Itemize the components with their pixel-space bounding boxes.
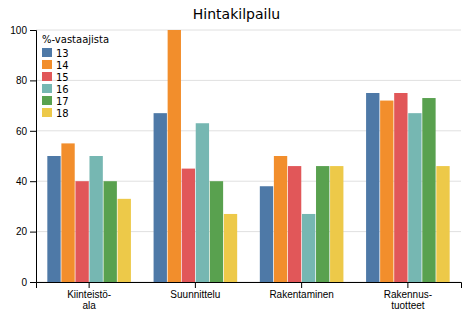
bar (330, 166, 343, 282)
y-tick-label: 60 (16, 126, 28, 137)
bar (394, 93, 407, 282)
x-tick-mark (407, 282, 408, 288)
x-tick: Kiinteistö-ala (67, 282, 111, 311)
bar (89, 156, 102, 282)
title: Hintakilpailu (193, 6, 280, 22)
x-tick-mark (89, 282, 90, 288)
x-tick-label: Suunnittelu (170, 289, 220, 300)
bar (61, 143, 74, 282)
bar (288, 166, 301, 282)
y-tick-mark (30, 131, 36, 132)
y-tick-label: 80 (16, 75, 28, 86)
y-tick: 40 (16, 176, 36, 187)
bar (380, 101, 393, 282)
bar (274, 156, 287, 282)
bar (366, 93, 379, 282)
x-tick-mark (195, 282, 196, 288)
x-tick: Suunnittelu (170, 282, 220, 300)
bar (436, 166, 449, 282)
bar (302, 214, 315, 282)
bar (104, 181, 117, 282)
bar (422, 98, 435, 282)
legend-swatch (42, 72, 52, 81)
x-tick-label: Rakennus-tuotteet (384, 289, 432, 311)
y-axis: 0 20 40 60 80 100 (10, 25, 36, 288)
y-tick: 60 (16, 126, 36, 137)
legend-item: 18 (42, 108, 69, 119)
bar (47, 156, 60, 282)
chart: Hintakilpailu 0 20 40 60 80 100 Kiinteistö-ala S… (0, 0, 473, 322)
legend-swatch (42, 60, 52, 69)
bar (154, 113, 167, 282)
bar-series (75, 93, 407, 282)
y-tick: 0 (21, 277, 36, 288)
legend-item: 16 (42, 84, 69, 95)
legend-label: 18 (56, 108, 69, 119)
y-tick-mark (30, 232, 36, 233)
legend-swatch (42, 84, 52, 93)
bars (47, 30, 449, 282)
legend-swatch (42, 48, 52, 57)
bar (182, 169, 195, 282)
y-tick: 100 (10, 25, 36, 36)
y-tick-mark (30, 80, 36, 81)
y-tick: 80 (16, 75, 36, 86)
y-tick-label: 20 (16, 226, 28, 237)
x-axis: Kiinteistö-ala Suunnittelu Rakentaminen Rak… (37, 282, 462, 311)
bar-series (89, 113, 421, 282)
bar-series (118, 166, 450, 282)
x-tick: Rakentaminen (269, 282, 333, 300)
y-tick-label: 40 (16, 176, 28, 187)
y-tick-mark (30, 181, 36, 182)
bar (210, 181, 223, 282)
legend-item: 14 (42, 60, 69, 71)
legend-item: 17 (42, 96, 69, 107)
bar (118, 199, 131, 282)
y-tick-label: 0 (21, 277, 27, 288)
y-tick-label: 100 (10, 25, 27, 36)
legend-title: %-vastaajista (42, 34, 109, 45)
bar (260, 186, 273, 282)
bar-series (61, 30, 393, 282)
bar (196, 123, 209, 282)
legend-swatch (42, 108, 52, 117)
legend-label: 17 (56, 96, 69, 107)
bar-series (104, 98, 436, 282)
x-tick-label: Rakentaminen (269, 289, 333, 300)
x-tick-mark (301, 282, 302, 288)
bar (316, 166, 329, 282)
legend-item: 13 (42, 48, 69, 59)
y-tick: 20 (16, 226, 36, 237)
bar (224, 214, 237, 282)
legend-label: 16 (56, 84, 69, 95)
plot: 0 20 40 60 80 100 Kiinteistö-ala Suunnittelu Rak… (10, 25, 461, 311)
bar (168, 30, 181, 282)
legend-swatch (42, 96, 52, 105)
bar (75, 181, 88, 282)
legend: %-vastaajista 131415161718 (42, 34, 109, 119)
y-axis-line (30, 31, 37, 283)
legend-label: 13 (56, 48, 69, 59)
x-tick: Rakennus-tuotteet (384, 282, 432, 311)
legend-label: 15 (56, 72, 69, 83)
bar (408, 113, 421, 282)
grid-line (36, 30, 461, 31)
y-tick-mark (30, 282, 36, 283)
legend-item: 15 (42, 72, 69, 83)
y-tick-mark (30, 30, 36, 31)
bar-series (47, 93, 379, 282)
grid-line (36, 80, 461, 81)
grid (36, 30, 461, 282)
x-axis-line (37, 283, 462, 289)
x-tick-label: Kiinteistö-ala (67, 289, 111, 311)
legend-label: 14 (56, 60, 69, 71)
